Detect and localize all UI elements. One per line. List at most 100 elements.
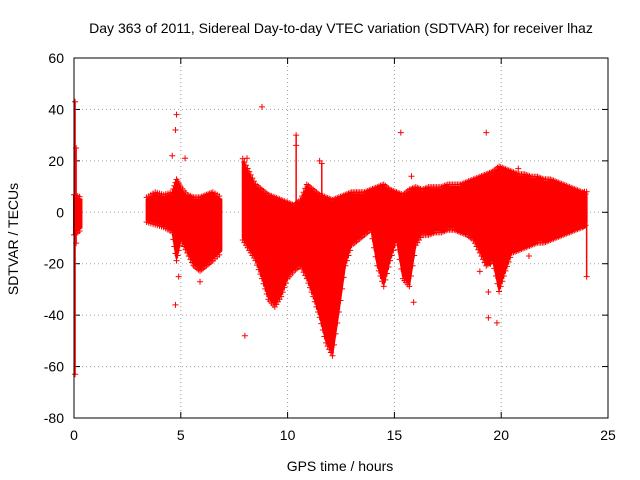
data-point (345, 252, 352, 259)
data-point (170, 236, 177, 243)
data-point (472, 240, 479, 247)
data-point (76, 193, 83, 200)
data-point (316, 314, 323, 321)
data-point (502, 267, 509, 274)
data-point (293, 132, 300, 139)
data-point (76, 228, 83, 235)
data-point (72, 371, 79, 378)
data-point (487, 260, 494, 267)
data-point (258, 275, 265, 282)
data-point (255, 266, 262, 273)
y-tick-label: -40 (44, 307, 64, 323)
data-point (241, 159, 248, 166)
data-point (489, 257, 496, 264)
data-point (583, 273, 590, 280)
y-tick-label: 40 (48, 101, 64, 117)
data-point (500, 273, 507, 280)
data-point (318, 320, 325, 327)
data-point (485, 289, 492, 295)
data-point (303, 275, 310, 282)
axis-ticks: 0 5 10 15 20 25 -80 -60 -40 -20 0 20 40 60 (44, 50, 616, 443)
data-points (71, 98, 590, 378)
data-point (318, 222, 325, 229)
data-point (329, 352, 336, 359)
data-point (367, 226, 374, 233)
data-point (282, 280, 289, 287)
data-point (313, 303, 320, 310)
data-point (473, 243, 480, 250)
data-point (525, 253, 532, 259)
data-point (492, 273, 499, 280)
y-tick-label: -20 (44, 256, 64, 272)
data-point (258, 103, 265, 110)
data-point (72, 98, 79, 105)
data-point (331, 341, 338, 348)
data-point (324, 343, 331, 350)
data-point (197, 278, 204, 285)
data-point (497, 283, 504, 290)
data-point (173, 257, 180, 264)
data-point (375, 267, 382, 274)
data-point (293, 142, 300, 149)
data-band (241, 160, 588, 358)
data-point (279, 289, 286, 296)
data-point (293, 222, 300, 229)
data-point (347, 247, 354, 254)
data-point (326, 346, 333, 353)
data-point (507, 254, 514, 261)
data-point (411, 252, 418, 259)
data-point (244, 165, 251, 172)
data-point (254, 262, 261, 269)
data-point (480, 256, 487, 263)
data-point (470, 237, 477, 244)
data-point (169, 189, 176, 196)
data-point (184, 249, 191, 256)
data-point (187, 256, 194, 263)
data-point (171, 243, 178, 250)
data-point (505, 258, 512, 265)
data-point (485, 314, 492, 321)
data-point (407, 273, 414, 280)
data-point (387, 257, 394, 264)
plot-frame (73, 57, 609, 419)
data-point (175, 273, 182, 280)
data-point (390, 247, 397, 254)
x-tick-label: 20 (493, 427, 509, 443)
y-tick-label: -60 (44, 359, 64, 375)
data-point (185, 253, 192, 260)
x-tick-label: 5 (177, 427, 185, 443)
data-point (374, 262, 381, 269)
data-point (380, 283, 387, 290)
data-point (499, 278, 506, 285)
data-point (308, 289, 315, 296)
y-tick-label: 60 (48, 50, 64, 66)
x-axis-label: GPS time / hours (287, 458, 394, 474)
data-point (369, 235, 376, 242)
data-point (339, 285, 346, 292)
data-point (182, 246, 189, 253)
data-point (169, 229, 176, 236)
data-point (241, 332, 248, 339)
data-point (263, 291, 270, 298)
data-point (383, 270, 390, 277)
data-point (173, 111, 180, 118)
data-point (262, 285, 269, 292)
x-tick-label: 0 (70, 427, 78, 443)
data-point (244, 155, 251, 162)
data-point (250, 178, 257, 185)
data-point (315, 309, 322, 316)
data-point (216, 251, 223, 258)
data-point (398, 265, 405, 272)
data-point (372, 253, 379, 260)
data-point (393, 237, 400, 244)
data-point (249, 175, 256, 182)
data-point (377, 273, 384, 280)
data-point (582, 222, 589, 229)
x-tick-label: 15 (387, 427, 403, 443)
data-point (299, 265, 306, 272)
data-point (311, 298, 318, 305)
data-point (343, 257, 350, 264)
data-point (493, 319, 500, 326)
data-point (321, 333, 328, 340)
data-point (476, 268, 483, 275)
